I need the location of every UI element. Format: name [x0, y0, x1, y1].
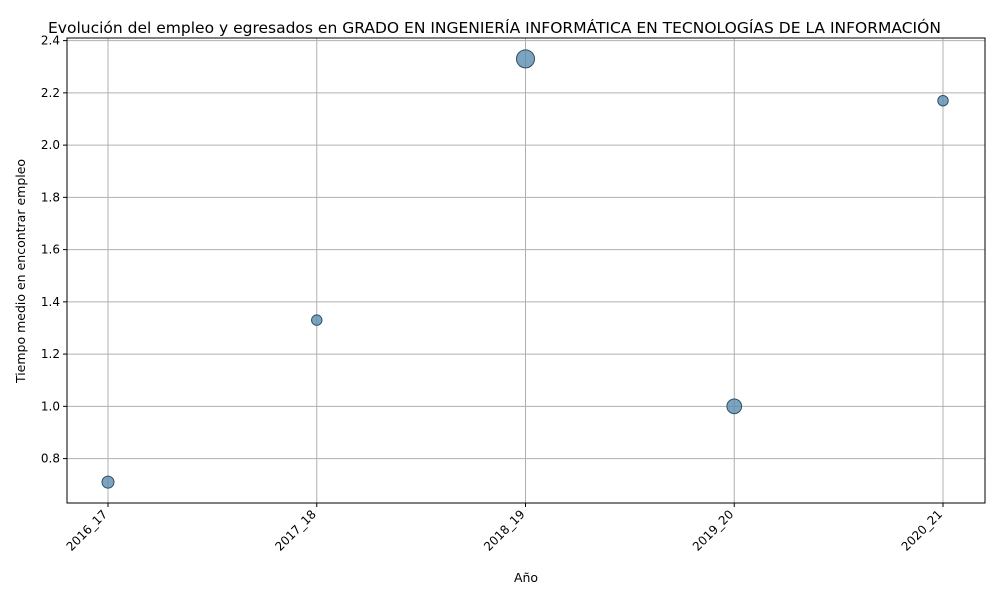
axis-ticks: 0.8 1.0 1.2 1.4 1.6 1.8 2.0 2.2 2.4 2016_17 2017_1… [41, 34, 945, 554]
y-tick-label: 2.2 [41, 86, 60, 100]
y-tick-label: 1.6 [41, 243, 60, 257]
y-tick-label: 2.4 [41, 34, 60, 48]
data-point [937, 94, 949, 107]
data-point [726, 398, 743, 415]
x-tick-label: 2018_19 [481, 507, 528, 554]
data-points [101, 49, 949, 489]
y-tick-label: 1.0 [41, 399, 60, 413]
y-axis-label: Tiempo medio en encontrar empleo [13, 159, 28, 384]
data-point [515, 49, 536, 69]
x-tick-label: 2020_21 [899, 507, 946, 554]
data-point [101, 475, 115, 489]
y-tick-label: 1.4 [41, 295, 60, 309]
grid [67, 38, 985, 503]
x-tick-label: 2016_17 [64, 507, 111, 554]
chart-title: Evolución del empleo y egresados en GRAD… [48, 18, 941, 37]
data-point [311, 314, 323, 326]
y-tick-label: 1.2 [41, 347, 60, 361]
y-tick-label: 2.0 [41, 138, 60, 152]
y-tick-label: 0.8 [41, 452, 60, 466]
x-tick-label: 2017_18 [272, 507, 319, 554]
y-tick-label: 1.8 [41, 190, 60, 204]
x-axis-label: Año [514, 570, 538, 585]
x-tick-label: 2019_20 [690, 507, 737, 554]
